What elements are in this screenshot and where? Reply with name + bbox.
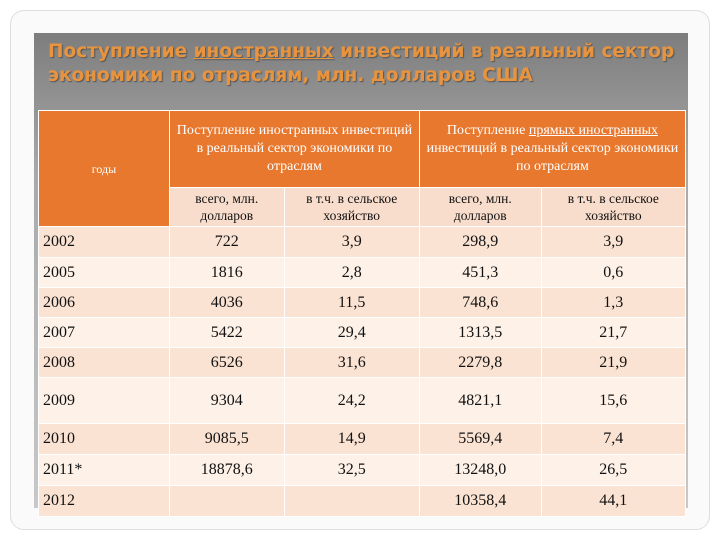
value-cell (283, 485, 420, 517)
header-cell: Поступление иностранных инвестиций в реа… (169, 110, 420, 188)
value-cell: 2279,8 (418, 347, 542, 378)
header-cell: Поступление прямых иностранных инвестици… (418, 110, 687, 188)
sub-header-cell: всего, млн. долларов (418, 187, 542, 227)
value-cell: 6526 (169, 347, 285, 378)
value-cell: 32,5 (283, 454, 420, 486)
header-text: прямых иностранных (528, 123, 658, 138)
table-row: 2009 9304 24,2 4821,1 15,6 (38, 377, 687, 424)
value-cell: 26,5 (540, 454, 687, 486)
value-cell: 9085,5 (169, 423, 285, 455)
value-cell: 31,6 (283, 347, 420, 378)
table-row: 2011* 18878,6 32,5 13248,0 26,5 (38, 454, 687, 486)
year-cell: 2011* (38, 454, 170, 486)
sub-header-cell: в т.ч. в сельское хозяйство (540, 187, 687, 227)
value-cell: 1816 (169, 257, 285, 288)
value-cell: 14,9 (283, 423, 420, 455)
year-cell: 2009 (38, 377, 170, 424)
header-cell: годы (38, 110, 170, 227)
value-cell: 1,3 (540, 287, 687, 318)
value-cell: 10358,4 (418, 485, 542, 517)
year-cell: 2008 (38, 347, 170, 378)
value-cell: 11,5 (283, 287, 420, 318)
value-cell (169, 485, 285, 517)
table-body: годы Поступление иностранных инвестиций … (38, 110, 687, 517)
value-cell: 44,1 (540, 485, 687, 517)
value-cell: 15,6 (540, 377, 687, 424)
value-cell: 4036 (169, 287, 285, 318)
year-cell: 2005 (38, 257, 170, 288)
year-cell: 2006 (38, 287, 170, 318)
header-text: инвестиций в реальный сектор экономики п… (426, 141, 679, 174)
header-text: Поступление (446, 123, 526, 138)
table-row: 2012 10358,4 44,1 (38, 485, 687, 517)
value-cell: 722 (169, 226, 285, 258)
value-cell: 3,9 (540, 226, 687, 258)
value-cell: 451,3 (418, 257, 542, 288)
table-row: 2005 1816 2,8 451,3 0,6 (38, 257, 687, 288)
sub-header-cell: всего, млн. долларов (169, 187, 285, 227)
table-row: 2006 4036 11,5 748,6 1,3 (38, 287, 687, 318)
value-cell: 5569,4 (418, 423, 542, 455)
year-cell: 2002 (38, 226, 170, 258)
year-cell: 2007 (38, 317, 170, 348)
slide-title: Поступление иностранных инвестиций в реа… (48, 40, 678, 88)
value-cell: 748,6 (418, 287, 542, 318)
sub-header-cell: в т.ч. в сельское хозяйство (283, 187, 420, 227)
title-text: инвестиций в реальный сектор экономики п… (48, 41, 675, 86)
value-cell: 0,6 (540, 257, 687, 288)
year-cell: 2010 (38, 423, 170, 455)
header-text: Поступление иностранных инвестиций в реа… (176, 123, 413, 174)
value-cell: 21,9 (540, 347, 687, 378)
value-cell: 21,7 (540, 317, 687, 348)
value-cell: 2,8 (283, 257, 420, 288)
table-row: 2002 722 3,9 298,9 3,9 (38, 226, 687, 258)
year-cell: 2012 (38, 485, 170, 517)
value-cell: 1313,5 (418, 317, 542, 348)
table-row: 2008 6526 31,6 2279,8 21,9 (38, 347, 687, 378)
title-text: Поступление (48, 41, 188, 62)
value-cell: 5422 (169, 317, 285, 348)
value-cell: 18878,6 (169, 454, 285, 486)
table-row: 2007 5422 29,4 1313,5 21,7 (38, 317, 687, 348)
value-cell: 3,9 (283, 226, 420, 258)
value-cell: 13248,0 (418, 454, 542, 486)
value-cell: 4821,1 (418, 377, 542, 424)
value-cell: 29,4 (283, 317, 420, 348)
value-cell: 9304 (169, 377, 285, 424)
sub-header-row: всего, млн. долларов в т.ч. в сельское хо… (39, 187, 687, 227)
table-row: 2010 9085,5 14,9 5569,4 7,4 (38, 423, 687, 455)
header-row: годы Поступление иностранных инвестиций … (38, 110, 687, 227)
value-cell: 298,9 (418, 226, 542, 258)
data-table: годы Поступление иностранных инвестиций … (38, 110, 687, 517)
value-cell: 7,4 (540, 423, 687, 455)
value-cell: 24,2 (283, 377, 420, 424)
title-text: иностранных (193, 41, 334, 62)
